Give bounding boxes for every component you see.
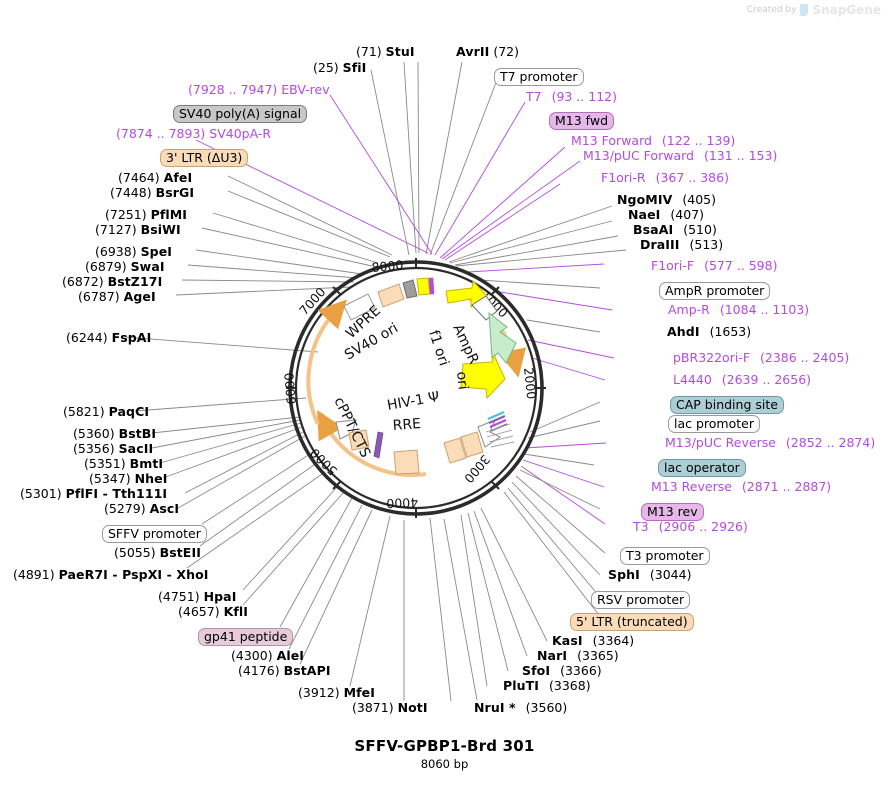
watermark-prefix: Created by	[746, 5, 797, 15]
svg-text:ori: ori	[453, 371, 471, 391]
label-bsaAI[interactable]: BsaAI (510)	[633, 222, 717, 237]
svg-text:8000: 8000	[371, 257, 404, 275]
label-cap-binding-site[interactable]: CAP binding site	[670, 394, 784, 414]
label-m13-rev[interactable]: M13 rev	[641, 501, 704, 521]
label-sphI[interactable]: SphI (3044)	[608, 567, 692, 582]
label-m13-puc-forward[interactable]: M13/pUC Forward (131 .. 153)	[583, 148, 778, 163]
label-sfoI[interactable]: SfoI (3366)	[522, 663, 602, 678]
label-bstAPI[interactable]: (4176) BstAPI	[238, 663, 331, 678]
label-t7-primer[interactable]: T7 (93 .. 112)	[526, 89, 617, 104]
leader-lines-right-primer	[467, 263, 615, 525]
label-nheI[interactable]: (5347) NheI	[89, 471, 168, 486]
label-sv40pa-r[interactable]: (7874 .. 7893) SV40pA-R	[116, 126, 272, 141]
snapgene-watermark: Created by SnapGene	[747, 3, 881, 17]
page-title: SFFV-GPBP1-Brd 301	[354, 737, 535, 755]
label-kflI[interactable]: (4657) KflI	[178, 604, 249, 619]
label-t7-promoter[interactable]: T7 promoter	[494, 66, 584, 86]
label-aleI[interactable]: (4300) AleI	[231, 648, 305, 663]
plasmid-size: 8060 bp	[420, 757, 469, 771]
label-paeR7I-pspXI-xhoI[interactable]: (4891) PaeR7I - PspXI - XhoI	[13, 567, 209, 582]
label-draIII[interactable]: DraIII (513)	[640, 237, 724, 252]
label-mfeI[interactable]: (3912) MfeI	[298, 685, 375, 700]
label-sv40-polya-signal[interactable]: SV40 poly(A) signal	[173, 103, 308, 123]
label-ageI[interactable]: (6787) AgeI	[78, 289, 156, 304]
label-ascI[interactable]: (5279) AscI	[104, 501, 180, 516]
label-lac-operator[interactable]: lac operator	[658, 457, 746, 477]
label-m13-fwd[interactable]: M13 fwd	[549, 110, 615, 130]
svg-text:5000: 5000	[307, 445, 340, 478]
inner-features	[335, 277, 517, 475]
leader-lines-top-right	[448, 205, 627, 267]
label-afeI[interactable]: (7464) AfeI	[118, 170, 193, 185]
label-fspAI[interactable]: (6244) FspAI	[66, 330, 152, 345]
label-avrII[interactable]: AvrII (72)	[456, 44, 519, 59]
label-ampr-promoter[interactable]: AmpR promoter	[659, 280, 771, 300]
inner-feature-labels: WPRE SV40 ori f1 ori AmpR ori cPPT/CTS H…	[330, 303, 481, 461]
label-rsv-promoter[interactable]: RSV promoter	[591, 589, 691, 609]
snapgene-logo-icon	[800, 4, 809, 16]
label-lac-promoter[interactable]: lac promoter	[668, 413, 760, 433]
label-hpaI[interactable]: (4751) HpaI	[158, 589, 237, 604]
map-ticks	[286, 258, 546, 518]
label-naeI[interactable]: NaeI (407)	[628, 207, 705, 222]
label-bmtI[interactable]: (5351) BmtI	[84, 456, 164, 471]
label-m13-puc-reverse[interactable]: M13/pUC Reverse (2852 .. 2874)	[665, 435, 876, 450]
label-f1ori-r[interactable]: F1ori-R (367 .. 386)	[601, 170, 729, 185]
label-ngomiv[interactable]: NgoMIV (405)	[617, 192, 716, 207]
label-ebv-rev[interactable]: (7928 .. 7947) EBV-rev	[188, 82, 330, 97]
label-3prime-ltr[interactable]: 3' LTR (ΔU3)	[160, 147, 249, 167]
label-amp-r[interactable]: Amp-R (1084 .. 1103)	[668, 302, 810, 317]
label-pflMI[interactable]: (7251) PflMI	[105, 207, 188, 222]
label-bstEII[interactable]: (5055) BstEII	[114, 545, 201, 560]
label-t3-promoter[interactable]: T3 promoter	[620, 545, 710, 565]
label-l4440[interactable]: L4440 (2639 .. 2656)	[673, 372, 812, 387]
label-narI[interactable]: NarI (3365)	[537, 648, 619, 663]
label-pbr322ori-f[interactable]: pBR322ori-F (2386 .. 2405)	[673, 350, 850, 365]
leader-lines-top	[370, 61, 498, 256]
label-sffv-promoter[interactable]: SFFV promoter	[102, 523, 207, 543]
label-paqCI[interactable]: (5821) PaqCI	[63, 404, 150, 419]
svg-text:2000: 2000	[521, 367, 539, 400]
watermark-brand: SnapGene	[812, 3, 881, 17]
label-pluTI[interactable]: PluTI (3368)	[503, 678, 591, 693]
label-speI[interactable]: (6938) SpeI	[95, 244, 173, 259]
leader-lines-right-feature	[443, 279, 606, 701]
label-pflfi-tth111I[interactable]: (5301) PflFI - Tth111I	[20, 486, 168, 501]
label-5prime-ltr[interactable]: 5' LTR (truncated)	[570, 611, 694, 631]
label-swaI[interactable]: (6879) SwaI	[85, 259, 165, 274]
label-sacII[interactable]: (5356) SacII	[73, 441, 154, 456]
label-ahdI[interactable]: AhdI (1653)	[667, 324, 752, 339]
label-bsrGI[interactable]: (7448) BsrGI	[110, 185, 195, 200]
label-bstZ17I[interactable]: (6872) BstZ17I	[62, 274, 163, 289]
label-t3-primer[interactable]: T3 (2906 .. 2926)	[633, 519, 748, 534]
label-m13-forward[interactable]: M13 Forward (122 .. 139)	[571, 133, 736, 148]
label-bsiWI[interactable]: (7127) BsiWI	[95, 222, 181, 237]
label-bstBI[interactable]: (5360) BstBI	[73, 426, 157, 441]
label-stuI[interactable]: (71) StuI	[356, 44, 415, 59]
leader-lines-left	[124, 175, 452, 702]
label-kasI[interactable]: KasI (3364)	[552, 633, 635, 648]
label-sfiI[interactable]: (25) SfiI	[313, 60, 367, 75]
label-nruI[interactable]: NruI * (3560)	[474, 700, 568, 715]
svg-text:RRE: RRE	[392, 416, 421, 434]
title-block: SFFV-GPBP1-Brd 301 8060 bp	[0, 737, 889, 771]
label-m13-reverse[interactable]: M13 Reverse (2871 .. 2887)	[651, 479, 832, 494]
svg-text:f1 ori: f1 ori	[425, 328, 451, 368]
svg-text:6000: 6000	[281, 372, 299, 405]
svg-text:HIV-1 Ψ: HIV-1 Ψ	[386, 389, 441, 414]
svg-text:AmpR: AmpR	[449, 322, 481, 367]
svg-text:4000: 4000	[386, 495, 418, 511]
label-notI[interactable]: (3871) NotI	[352, 700, 428, 715]
label-f1ori-f[interactable]: F1ori-F (577 .. 598)	[651, 258, 778, 273]
label-gp41-peptide[interactable]: gp41 peptide	[198, 626, 294, 646]
